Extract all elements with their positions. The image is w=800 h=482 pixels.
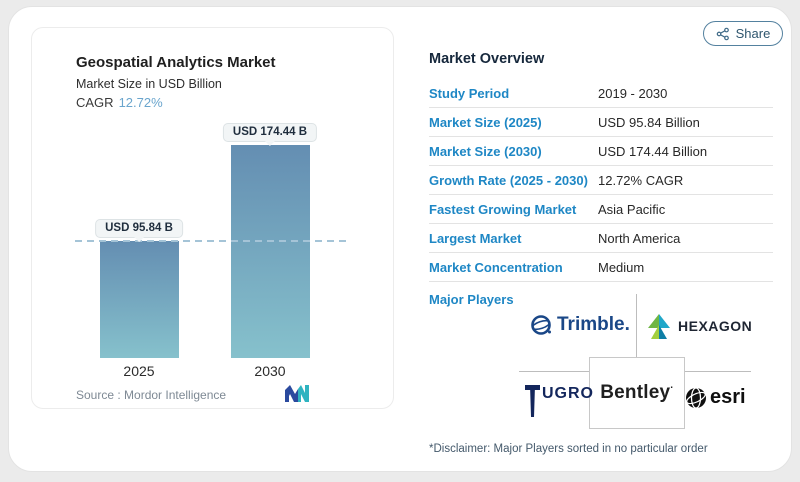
share-icon: [716, 27, 729, 40]
bentley-logo: Bentley·: [589, 357, 685, 429]
cagr-value: 12.72%: [118, 95, 163, 110]
reference-dashed-line: [75, 240, 351, 242]
trimble-wordmark: Trimble.: [557, 314, 630, 335]
major-players-label: Major Players: [429, 292, 514, 307]
divider-vertical: [636, 294, 637, 357]
bar-2025: [100, 241, 179, 358]
trimble-logo: Trimble.: [529, 313, 630, 337]
mordor-intelligence-logo-icon: [285, 385, 309, 402]
bar-value-badge-2025: USD 95.84 B: [95, 219, 183, 238]
report-card: Geospatial Analytics Market Market Size …: [8, 6, 792, 472]
overview-table: Study Period 2019 - 2030 Market Size (20…: [429, 79, 773, 282]
esri-globe-icon: [686, 386, 706, 409]
bar-2030: [231, 145, 310, 358]
esri-wordmark: esri: [710, 386, 746, 408]
x-axis-label-2025: 2025: [123, 363, 155, 379]
row-label: Study Period: [429, 85, 510, 101]
hexagon-logo: HEXAGON: [647, 311, 752, 341]
source-attribution: Source : Mordor Intelligence: [76, 388, 227, 402]
row-value: North America: [598, 230, 681, 246]
row-label: Largest Market: [429, 230, 522, 246]
row-value: Medium: [598, 259, 645, 275]
chart-title: Geospatial Analytics Market: [76, 54, 276, 71]
table-row-market-concentration: Market Concentration Medium: [429, 253, 773, 282]
hexagon-mark-icon: [648, 314, 670, 339]
x-axis-label-2030: 2030: [254, 363, 286, 379]
row-value: 2019 - 2030: [598, 85, 668, 101]
share-button[interactable]: Share: [703, 21, 783, 46]
bar-chart: USD 95.84 B USD 174.44 B 2025 2030: [32, 28, 393, 408]
bentley-mark: ·: [670, 382, 674, 394]
table-row-market-size-2025: Market Size (2025) USD 95.84 Billion: [429, 108, 773, 137]
major-players-cluster: Trimble. HEXAGON Bentley· UGRO: [421, 287, 781, 439]
overview-heading: Market Overview: [429, 51, 545, 67]
chart-cagr: CAGR 12.72%: [76, 95, 163, 110]
table-row-largest-market: Largest Market North America: [429, 224, 773, 253]
fugro-wordmark: UGRO: [542, 385, 594, 402]
divider-horizontal-left: [519, 371, 589, 372]
chart-panel: Geospatial Analytics Market Market Size …: [31, 27, 394, 409]
table-row-study-period: Study Period 2019 - 2030: [429, 79, 773, 108]
trimble-globe-icon: [531, 315, 551, 335]
divider-horizontal-right: [683, 371, 751, 372]
row-label: Fastest Growing Market: [429, 201, 577, 217]
table-row-market-size-2030: Market Size (2030) USD 174.44 Billion: [429, 137, 773, 166]
hexagon-wordmark: HEXAGON: [678, 318, 753, 334]
esri-logo: esri: [685, 386, 746, 409]
fugro-long-f-icon: [525, 385, 540, 417]
disclaimer-text: *Disclaimer: Major Players sorted in no …: [429, 443, 708, 455]
bar-value-badge-2030: USD 174.44 B: [222, 123, 318, 142]
cagr-label: CAGR: [76, 95, 114, 110]
row-label: Growth Rate (2025 - 2030): [429, 172, 588, 188]
share-button-label: Share: [735, 26, 771, 41]
row-value: USD 95.84 Billion: [598, 114, 700, 130]
table-row-growth-rate: Growth Rate (2025 - 2030) 12.72% CAGR: [429, 166, 773, 195]
fugro-logo: UGRO: [525, 379, 594, 417]
row-value: Asia Pacific: [598, 201, 666, 217]
table-row-fastest-growing-market: Fastest Growing Market Asia Pacific: [429, 195, 773, 224]
row-value: 12.72% CAGR: [598, 172, 684, 188]
row-label: Market Concentration: [429, 259, 563, 275]
row-value: USD 174.44 Billion: [598, 143, 708, 159]
row-label: Market Size (2025): [429, 114, 542, 130]
chart-subtitle: Market Size in USD Billion: [76, 77, 222, 91]
row-label: Market Size (2030): [429, 143, 542, 159]
bentley-wordmark: Bentley·: [600, 382, 674, 403]
